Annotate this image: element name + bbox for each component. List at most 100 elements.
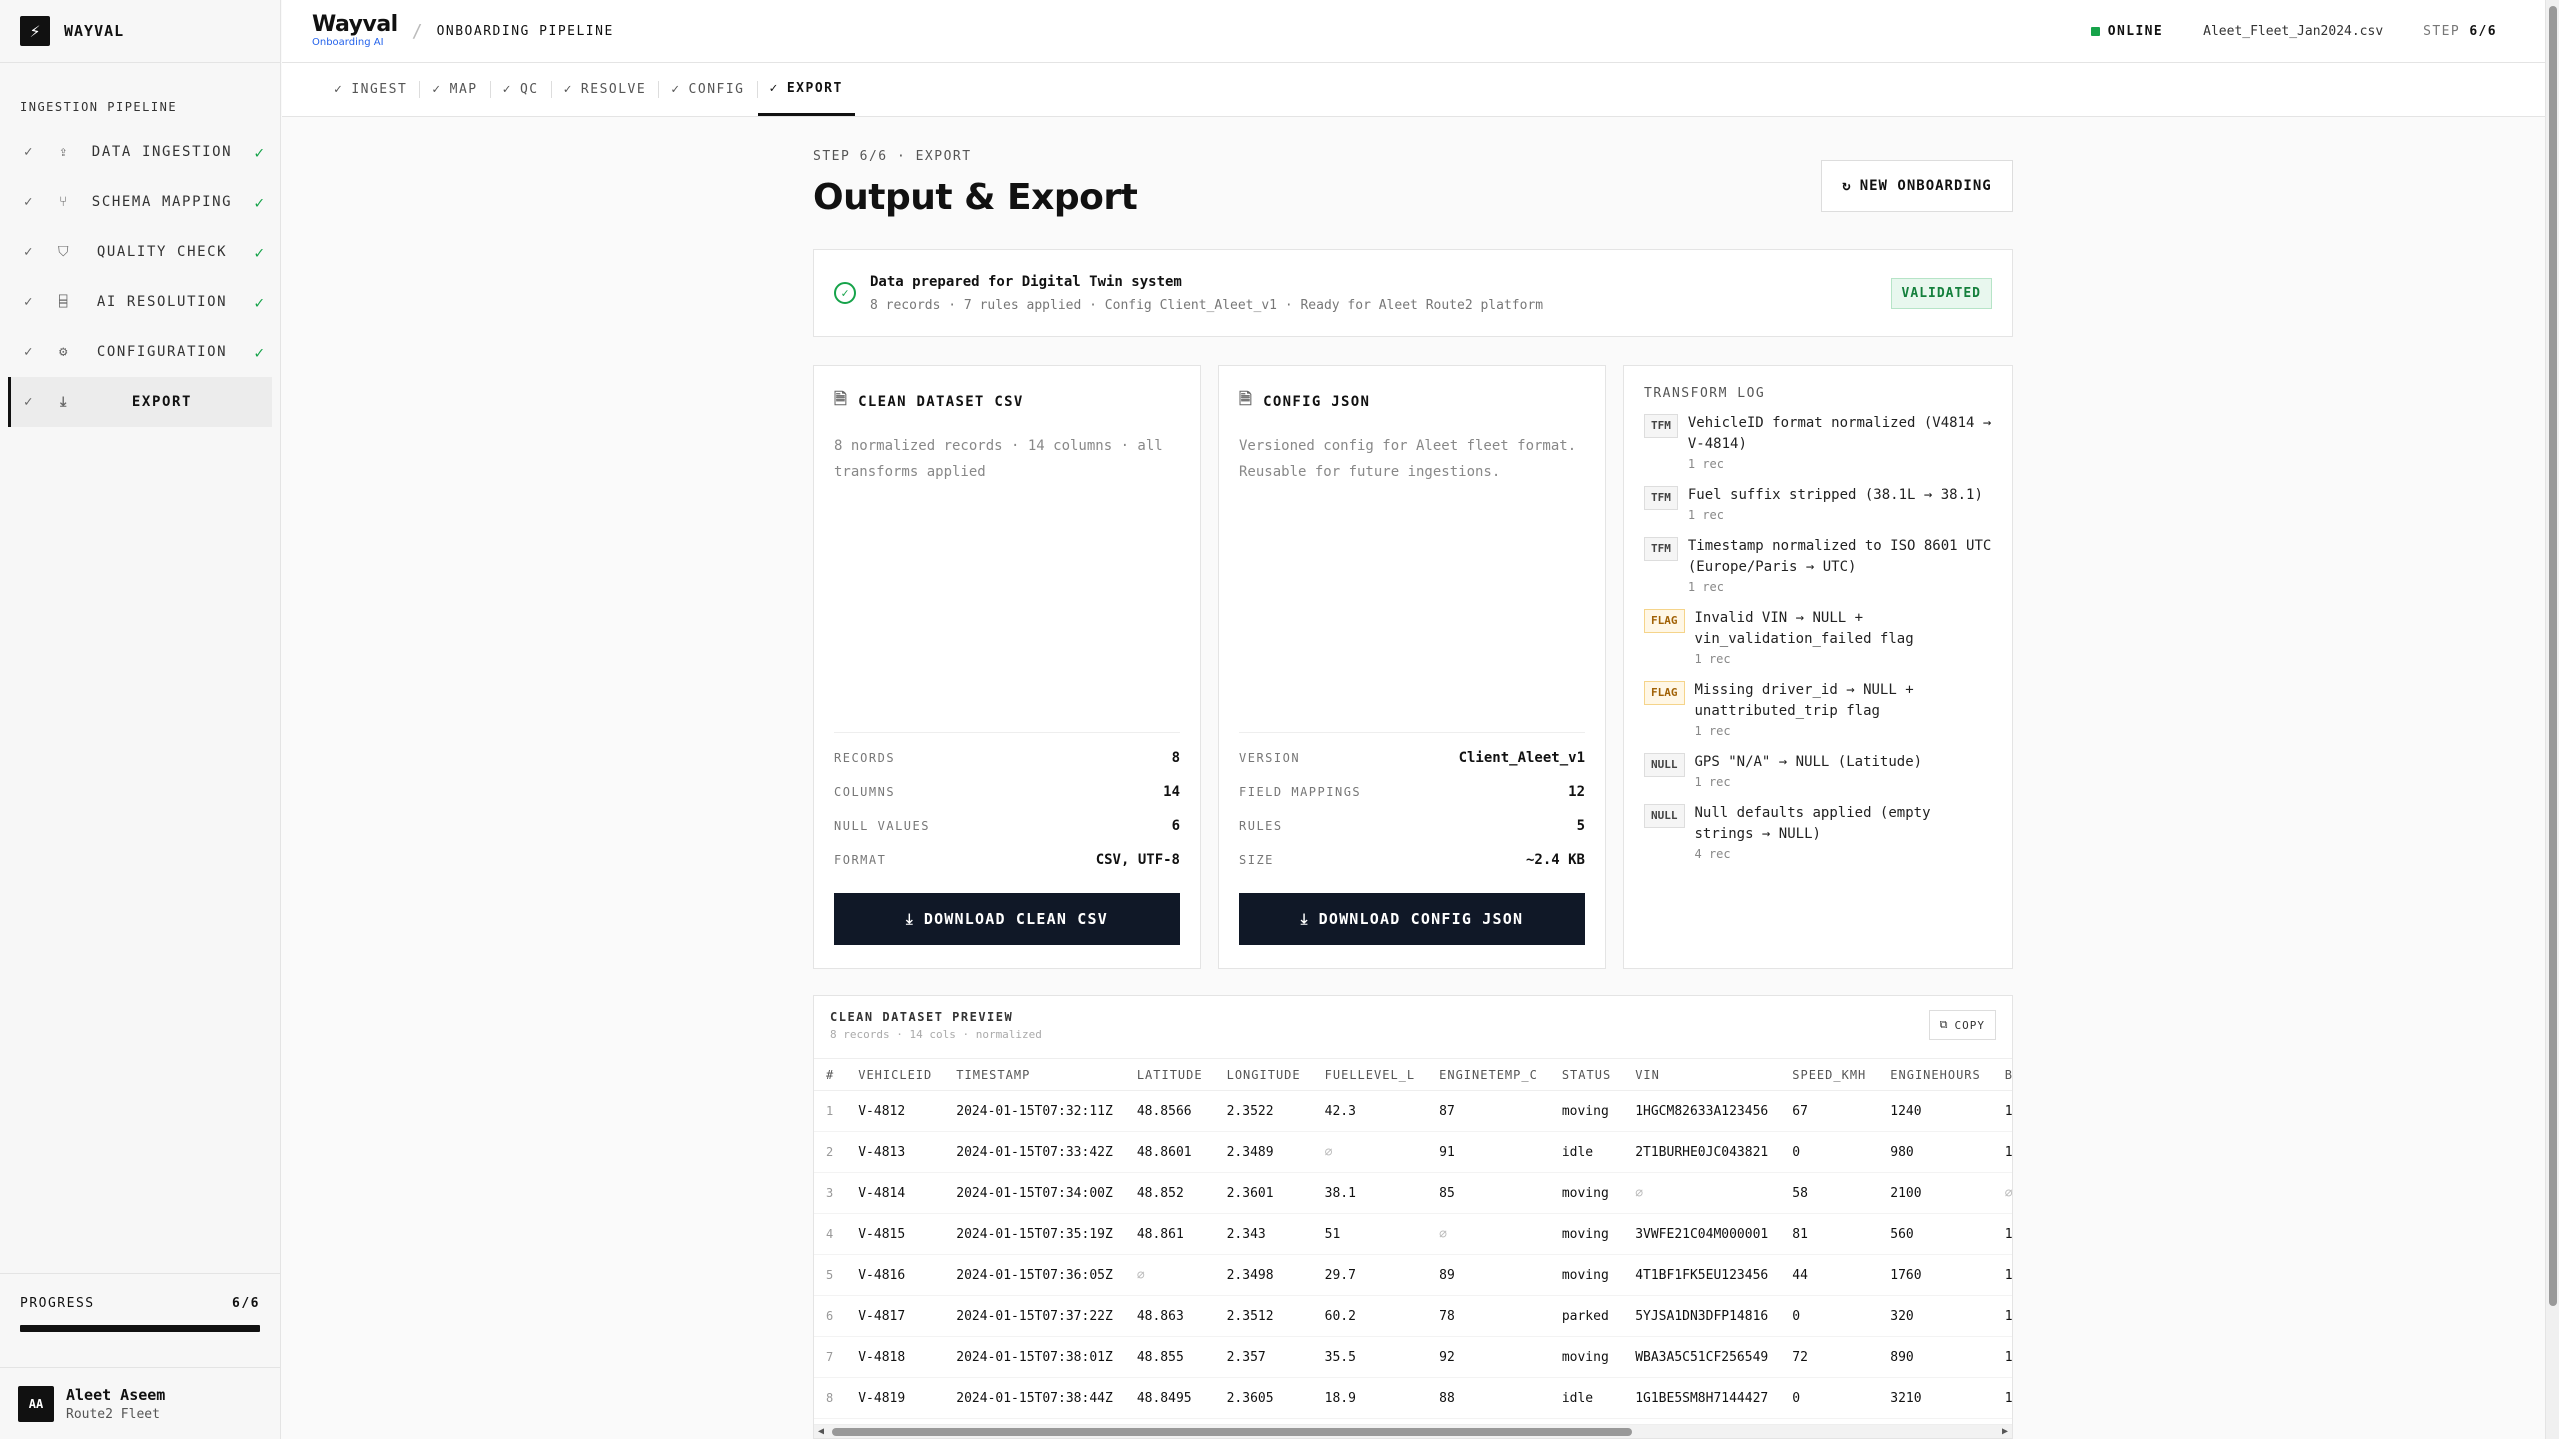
table-cell: 2.3498 [1214,1254,1313,1296]
page-scroll-thumb[interactable] [2549,6,2557,1306]
tab-label: EXPORT [786,80,843,96]
stat-value: Client_Aleet_v1 [1458,750,1585,766]
log-tag-badge: TFM [1644,486,1678,510]
table-cell: 12.3 [1992,1336,2012,1378]
stat-row: COLUMNS 14 [834,775,1180,809]
page-title: Output & Export [813,177,1138,218]
check-icon: ✓ [334,82,344,97]
step-breadcrumb: STEP 6/6 · EXPORT [813,149,972,164]
table-row[interactable]: 4 V-4815 2024-01-15T07:35:19Z 48.861 2.343 51… [814,1213,2012,1255]
status-indicator: ONLINE [2090,24,2163,39]
table-cell: 91 [1427,1131,1550,1173]
preview-table: # VEHICLEID TIMESTAMP LATITUDE LONGITUDE FUEL… [814,1058,2012,1419]
sidebar-item-schema-mapping[interactable]: ✓ ⑂ SCHEMA MAPPING ✓ [8,177,272,227]
row-index: 3 [814,1172,847,1214]
column-header[interactable]: SPEED_KMH [1780,1058,1879,1091]
log-entry: NULL GPS "N/A" → NULL (Latitude) 1 rec [1644,752,1992,789]
table-row[interactable]: 8 V-4819 2024-01-15T07:38:44Z 48.8495 2.3605… [814,1377,2012,1419]
table-cell: 2.3601 [1214,1172,1313,1214]
tab-qc[interactable]: ✓ QC [491,63,551,116]
sidebar-item-quality-check[interactable]: ✓ ⛉ QUALITY CHECK ✓ [8,227,272,277]
table-row[interactable]: 5 V-4816 2024-01-15T07:36:05Z ∅ 2.3498 29.7 89… [814,1254,2012,1296]
table-row[interactable]: 3 V-4814 2024-01-15T07:34:00Z 48.852 2.3601 3… [814,1172,2012,1214]
table-cell: 81 [1780,1213,1879,1255]
column-header[interactable]: STATUS [1549,1058,1624,1091]
column-header[interactable]: VEHICLEID [846,1058,945,1091]
table-cell: 2024-01-15T07:37:22Z [944,1295,1125,1337]
column-header[interactable]: LATITUDE [1124,1058,1215,1091]
table-cell: 2.357 [1214,1336,1313,1378]
table-row[interactable]: 6 V-4817 2024-01-15T07:37:22Z 48.863 2.3512 6… [814,1295,2012,1337]
app-logo[interactable]: Wayval Onboarding AI [312,14,398,48]
table-row[interactable]: 7 V-4818 2024-01-15T07:38:01Z 48.855 2.357 35… [814,1336,2012,1378]
stat-label: FIELD MAPPINGS [1239,785,1362,799]
table-cell: 12.1 [1992,1131,2012,1173]
tab-label: QC [519,82,539,97]
copy-icon: ⧉ [1939,1018,1949,1031]
json-card-title: CONFIG JSON [1263,393,1371,410]
csv-stats: RECORDS 8 COLUMNS 14 NULL VALUES 6 FORMAT CSV, … [834,732,1180,877]
sidebar-item-export[interactable]: ✓ ⤓ EXPORT [8,377,272,427]
row-index: 7 [814,1336,847,1378]
column-header[interactable]: # [814,1058,847,1091]
horizontal-scroll-thumb[interactable] [832,1428,1632,1436]
column-header[interactable]: BATTER [1992,1058,2012,1091]
sidebar-item-configuration[interactable]: ✓ ⚙ CONFIGURATION ✓ [8,327,272,377]
done-check-icon: ✓ [254,142,266,162]
log-entry: FLAG Missing driver_id → NULL + unattribu… [1644,680,1992,738]
banner-subtitle: 8 records · 7 rules applied · Config Cli… [870,297,1544,313]
table-cell: 980 [1878,1131,1993,1173]
tab-export[interactable]: ✓ EXPORT [757,63,855,116]
tab-divider [550,81,552,98]
column-header[interactable]: VIN [1623,1058,1781,1091]
table-cell: 48.861 [1124,1213,1215,1255]
brand[interactable]: ⚡ WAYVAL [0,0,280,63]
table-cell: 87 [1427,1090,1550,1132]
scroll-right-icon[interactable]: ▶ [2001,1426,2008,1437]
stat-label: VERSION [1239,751,1301,765]
table-cell: ∅ [1992,1172,2012,1214]
log-entry: NULL Null defaults applied (empty strings… [1644,803,1992,861]
sidebar-item-ai-resolution[interactable]: ✓ ⌸ AI RESOLUTION ✓ [8,277,272,327]
table-cell: ∅ [1623,1172,1781,1214]
column-header[interactable]: TIMESTAMP [944,1058,1125,1091]
user-profile[interactable]: AA Aleet Aseem Route2 Fleet [0,1367,280,1439]
table-cell: 12.4 [1992,1090,2012,1132]
check-icon: ✓ [24,144,35,160]
stat-value: 5 [1576,818,1585,834]
preview-subtitle: 8 records · 14 cols · normalized [830,1028,1042,1041]
table-row[interactable]: 2 V-4813 2024-01-15T07:33:42Z 48.8601 2.3489… [814,1131,2012,1173]
copy-button[interactable]: ⧉ COPY [1928,1010,1996,1040]
download-csv-button[interactable]: ⤓ DOWNLOAD CLEAN CSV [834,893,1180,945]
new-onboarding-button[interactable]: ↻ NEW ONBOARDING [1821,160,2013,212]
tab-ingest[interactable]: ✓ INGEST [322,63,419,116]
row-index: 4 [814,1213,847,1255]
page-scrollbar[interactable] [2545,0,2559,1439]
tab-config[interactable]: ✓ CONFIG [659,63,756,116]
log-text: Invalid VIN → NULL + vin_validation_fail… [1694,610,1914,647]
tab-map[interactable]: ✓ MAP [420,63,489,116]
table-cell: WBA3A5C51CF256549 [1623,1336,1781,1378]
horizontal-scrollbar[interactable]: ◀ ▶ [814,1424,2012,1438]
log-count: 1 rec [1694,652,1731,666]
download-json-button[interactable]: ⤓ DOWNLOAD CONFIG JSON [1239,893,1585,945]
column-header[interactable]: LONGITUDE [1214,1058,1313,1091]
table-cell: 2024-01-15T07:34:00Z [944,1172,1125,1214]
row-index: 2 [814,1131,847,1173]
table-row[interactable]: 1 V-4812 2024-01-15T07:32:11Z 48.8566 2.3522… [814,1090,2012,1132]
sidebar-item-data-ingestion[interactable]: ✓ ⇪ DATA INGESTION ✓ [8,127,272,177]
tab-resolve[interactable]: ✓ RESOLVE [552,63,659,116]
table-cell: 58 [1780,1172,1879,1214]
progress-bar [20,1325,260,1332]
status-dot-icon [2090,26,2100,36]
table-cell: 1240 [1878,1090,1993,1132]
stat-row: SIZE ~2.4 KB [1239,843,1585,877]
table-cell: 890 [1878,1336,1993,1378]
column-header[interactable]: FUELLEVEL_L [1312,1058,1428,1091]
column-header[interactable]: ENGINETEMP_C [1427,1058,1550,1091]
stat-value: 12 [1568,784,1585,800]
table-cell: 89 [1427,1254,1550,1296]
table-cell: 560 [1878,1213,1993,1255]
scroll-left-icon[interactable]: ◀ [818,1426,825,1437]
column-header[interactable]: ENGINEHOURS [1878,1058,1993,1091]
